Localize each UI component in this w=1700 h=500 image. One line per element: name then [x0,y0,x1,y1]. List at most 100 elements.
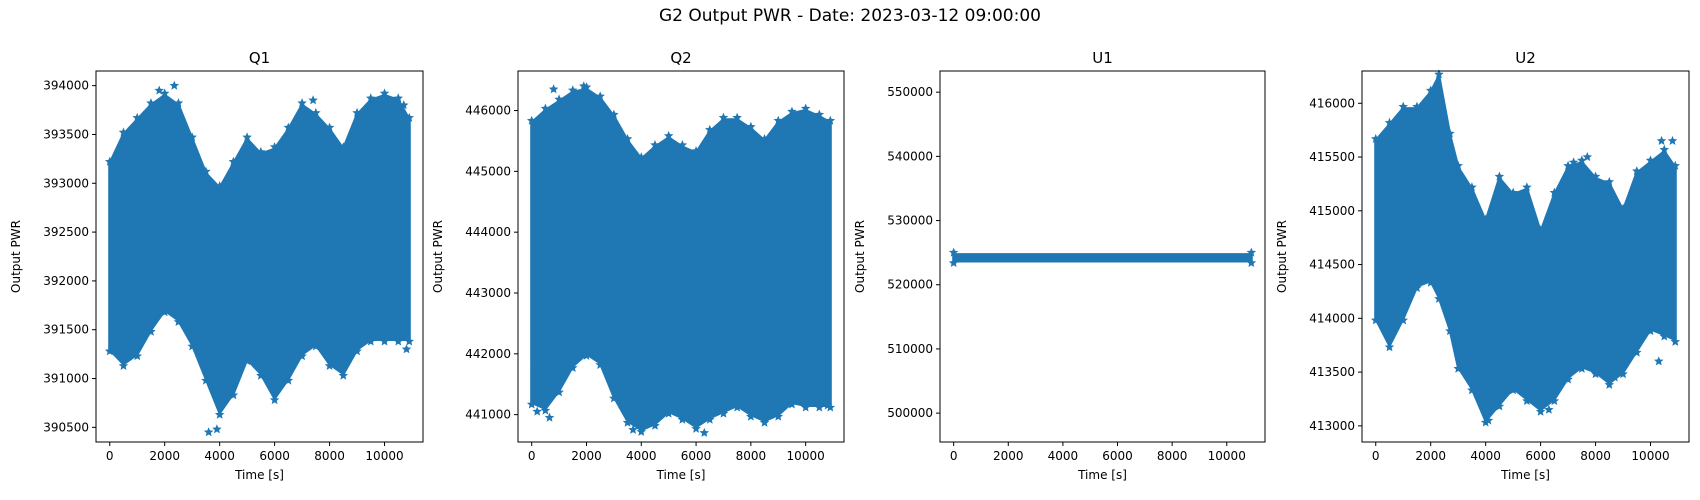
y-tick-label: 500000 [887,406,933,420]
data-point [399,100,409,110]
data-point [352,107,362,117]
axes-frame [1361,70,1690,443]
data-point [269,395,280,405]
data-point [581,82,592,92]
data-point [104,156,115,166]
axes-frame [939,70,1266,443]
x-tick-label: 0 [1372,449,1380,463]
data-point [132,112,142,122]
data-point [1582,152,1593,162]
data-point [228,390,239,400]
data-point [526,399,537,409]
data-point [1398,315,1408,325]
data-point [544,412,555,422]
data-point [825,402,836,412]
data-point [595,359,605,369]
subplot-title: U1 [1092,49,1113,67]
data-point [1590,369,1601,379]
x-axis-label: Time [s] [656,468,706,482]
x-tick-label: 2000 [571,449,602,463]
data-point [773,115,784,125]
subplot-title: Q2 [670,49,691,67]
x-tick-label: 2000 [1415,449,1446,463]
data-point [256,146,266,157]
data-point [1522,182,1532,192]
data-point [636,426,647,436]
data-point [132,351,142,361]
data-point [338,370,349,380]
data-point [1610,372,1620,382]
y-axis-label: Output PWR [853,220,867,293]
data-point [1645,155,1656,165]
y-tick-label: 390500 [43,420,89,434]
data-point [283,122,294,132]
y-tick-label: 413000 [1309,419,1355,433]
x-tick-label: 8000 [1580,449,1611,463]
data-band [952,253,1253,263]
data-point [104,346,115,356]
data-point [787,106,797,116]
data-point [746,121,756,131]
x-tick-label: 4000 [1470,449,1501,463]
x-tick-label: 2000 [149,449,180,463]
data-point [1604,176,1615,186]
data-point [705,124,715,134]
y-tick-label: 413500 [1309,365,1355,379]
data-point [759,133,770,143]
y-tick-label: 442000 [465,347,511,361]
data-point [1384,342,1395,352]
figure-title: G2 Output PWR - Date: 2023-03-12 09:00:0… [659,6,1041,26]
data-point [352,346,362,356]
data-point [1425,277,1436,287]
data-point [1577,363,1587,373]
y-tick-label: 444000 [465,225,511,239]
data-point [1563,374,1573,384]
x-tick-label: 8000 [314,449,345,463]
data-point [622,417,633,427]
data-point [1618,369,1628,379]
data-point [203,427,214,437]
data-point [366,336,376,346]
data-point [581,350,592,360]
data-point [1604,379,1615,389]
data-band [530,87,832,432]
data-point [554,387,564,397]
data-point [1467,385,1477,395]
data-point [242,356,252,366]
data-point [324,122,335,132]
data-point [401,344,412,354]
data-point [1480,214,1491,224]
data-point [1670,336,1681,346]
data-point [228,156,239,166]
x-tick-label: 6000 [1525,449,1556,463]
data-point [256,370,266,380]
x-axis-label: Time [s] [1077,468,1127,482]
data-point [650,420,660,430]
subplot-u2: 0 2000 4000 6000 8000 10000 413000 413500 414000… [1275,49,1690,482]
data-point [677,414,688,424]
data-point [1549,187,1560,197]
data-point [1670,160,1681,170]
data-point [1568,157,1579,167]
x-tick-label: 4000 [1048,449,1079,463]
data-point [1434,69,1444,79]
data-point [800,103,811,113]
data-point [146,98,156,108]
data-point [379,88,390,98]
data-point [169,80,180,90]
data-point [154,85,164,95]
data-point [677,140,688,150]
data-point [311,341,321,351]
data-point [1483,415,1494,425]
data-point [1398,101,1408,111]
data-point [609,393,619,403]
data-point [146,326,156,336]
data-point [568,85,578,95]
data-point [1453,160,1463,170]
y-tick-label: 520000 [887,278,933,292]
data-point [1632,166,1642,176]
data-point [1535,406,1546,416]
x-tick-label: 4000 [626,449,657,463]
data-point [691,423,701,433]
y-tick-label: 392000 [43,274,89,288]
